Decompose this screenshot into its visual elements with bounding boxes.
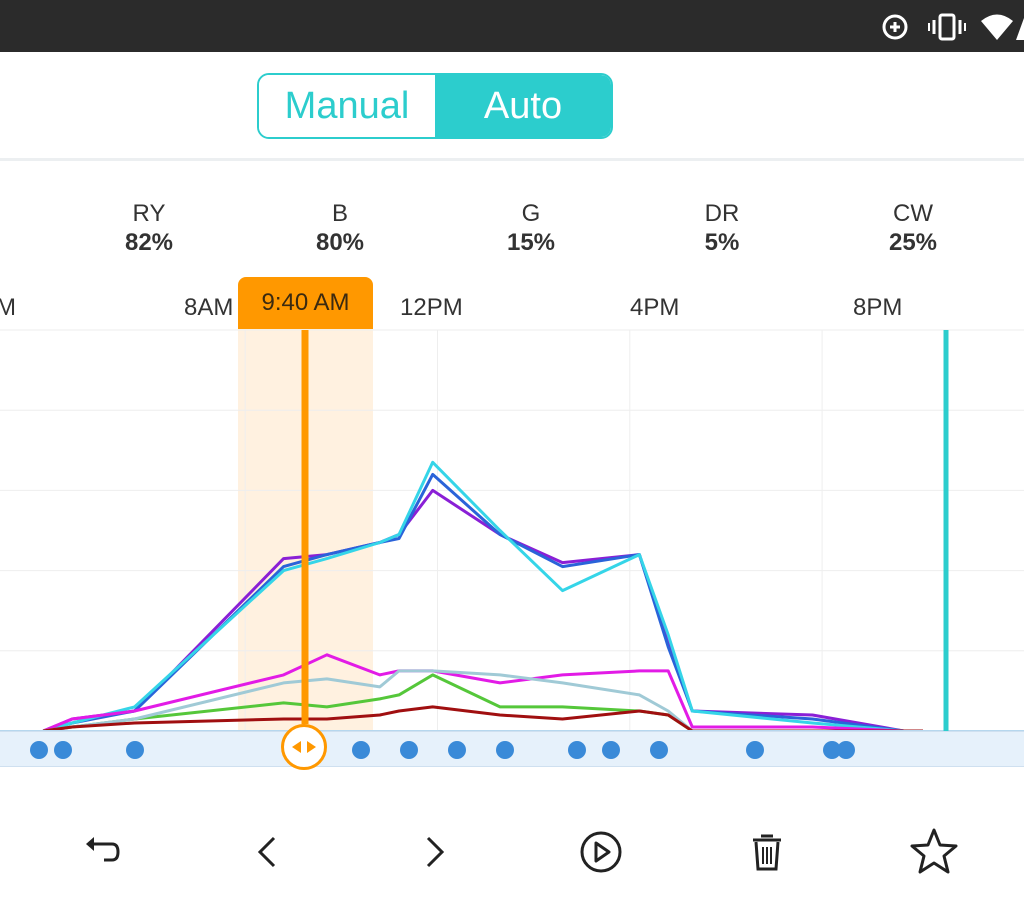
chevron-left-icon — [257, 836, 276, 868]
signal-icon — [1016, 18, 1024, 40]
series-line — [42, 460, 923, 733]
channel-value: 5% — [704, 229, 740, 256]
mode-toggle: Manual Auto — [257, 73, 613, 139]
channel-value: 15% — [506, 229, 556, 256]
series-line — [42, 488, 923, 733]
timepoint-dot[interactable] — [567, 741, 586, 759]
channel-value: 82% — [124, 229, 174, 256]
play-button[interactable] — [571, 822, 631, 882]
timepoint-dot[interactable] — [837, 741, 856, 759]
timepoint-dot[interactable] — [125, 741, 144, 759]
time-tick-label: 4PM — [630, 294, 680, 321]
data-saver-icon — [882, 14, 908, 40]
time-tick-label: 8AM — [184, 294, 234, 321]
timepoint-dot[interactable] — [29, 741, 48, 759]
channel-dr: DR 5% — [662, 200, 782, 258]
channel-b: B 80% — [280, 200, 400, 258]
timepoint-dot[interactable] — [53, 741, 72, 759]
drag-arrows-icon — [292, 741, 316, 753]
manual-mode-button[interactable]: Manual — [259, 75, 435, 137]
timepoint-dot[interactable] — [351, 741, 370, 759]
channel-value: 25% — [888, 229, 938, 256]
channel-name: G — [521, 200, 541, 227]
current-time-label: 9:40 AM — [261, 289, 350, 316]
channel-name: B — [331, 200, 348, 227]
timepoint-dot[interactable] — [745, 741, 764, 759]
channel-name: CW — [893, 200, 933, 227]
time-tick-label: 8PM — [853, 294, 903, 321]
timepoint-dot[interactable] — [822, 741, 841, 759]
undo-button[interactable] — [72, 822, 132, 882]
header-divider — [0, 158, 1024, 161]
timepoint-dot[interactable] — [447, 741, 466, 759]
time-tick-label: M — [0, 294, 16, 321]
wifi-icon — [981, 14, 1013, 40]
auto-mode-button[interactable]: Auto — [435, 75, 611, 137]
channel-ry: RY 82% — [89, 200, 209, 258]
favorite-button[interactable] — [904, 822, 964, 882]
trash-icon — [753, 834, 781, 871]
timepoint-dot[interactable] — [649, 741, 668, 759]
timepoint-dot[interactable] — [601, 741, 620, 759]
previous-button[interactable] — [238, 822, 298, 882]
time-scrubber-handle[interactable] — [281, 724, 327, 770]
star-icon — [910, 828, 958, 874]
series-line — [42, 653, 923, 733]
time-tick-label: 12PM — [400, 294, 463, 321]
chevron-right-icon — [426, 836, 445, 868]
channel-g: G 15% — [471, 200, 591, 258]
vibrate-icon — [928, 13, 966, 41]
timepoint-dot[interactable] — [399, 741, 418, 759]
channel-value: 80% — [315, 229, 365, 256]
status-bar — [0, 0, 1024, 52]
channel-cw: CW 25% — [853, 200, 973, 258]
play-icon — [580, 831, 622, 873]
channel-name: RY — [132, 200, 166, 227]
undo-icon — [86, 837, 120, 862]
channel-name: DR — [704, 200, 740, 227]
timepoints-track[interactable] — [0, 731, 1024, 767]
next-button[interactable] — [404, 822, 464, 882]
delete-button[interactable] — [737, 822, 797, 882]
current-time-marker[interactable]: 9:40 AM — [238, 277, 373, 329]
timepoint-dot[interactable] — [495, 741, 514, 759]
